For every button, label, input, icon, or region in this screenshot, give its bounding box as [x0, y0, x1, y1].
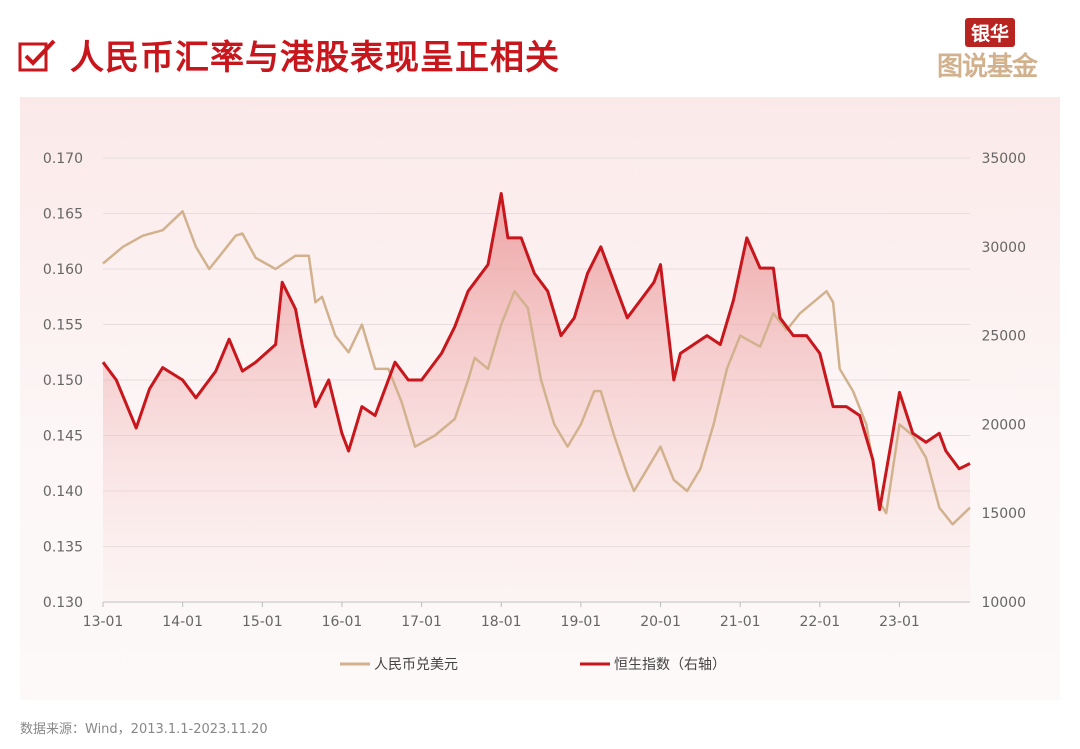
y-right-tick-label: 35000 — [981, 151, 1026, 167]
legend: 人民币兑美元 恒生指数（右轴） — [340, 657, 726, 673]
y-left-tick-label: 0.160 — [43, 262, 83, 278]
y-right-tick-label: 30000 — [981, 240, 1026, 256]
y-left-tick-label: 0.145 — [43, 429, 83, 445]
page-title: 人民币汇率与港股表现呈正相关 — [70, 38, 560, 78]
legend-label-rmb: 人民币兑美元 — [374, 657, 458, 673]
x-tick-label: 16-01 — [322, 614, 363, 630]
y-left-tick-label: 0.140 — [43, 484, 83, 500]
y-right-tick-label: 15000 — [981, 506, 1026, 522]
y-right-tick-label: 20000 — [981, 417, 1026, 433]
x-tick-label: 19-01 — [561, 614, 602, 630]
x-tick-label: 13-01 — [83, 614, 124, 630]
series-line-rmb — [102, 210, 971, 526]
chart-card: 0.130 0.135 0.140 0.145 0.150 0.155 0.160 0.165… — [20, 97, 1060, 700]
y-left-tick-label: 0.165 — [43, 207, 83, 223]
logo-top: 银华 — [965, 18, 1016, 47]
y-left-tick-label: 0.130 — [43, 595, 83, 611]
x-tick-label: 21-01 — [720, 614, 761, 630]
hsi-area-fill — [103, 193, 970, 602]
y-right-tick-label: 25000 — [981, 329, 1026, 345]
x-tick-label: 18-01 — [481, 614, 522, 630]
logo: 银华 图说基金 — [935, 18, 1065, 82]
legend-label-hsi: 恒生指数（右轴） — [614, 657, 726, 673]
x-tick-label: 15-01 — [242, 614, 283, 630]
source-note: 数据来源：Wind，2013.1.1-2023.11.20 — [20, 722, 268, 737]
checkbox-checked-icon — [18, 39, 56, 72]
y-left-tick-label: 0.170 — [43, 151, 83, 167]
y-left-tick-label: 0.150 — [43, 373, 83, 389]
y-left-tick-label: 0.135 — [43, 540, 83, 556]
series-line-hsi — [101, 192, 971, 512]
y-left-tick-label: 0.155 — [43, 318, 83, 334]
line-chart: 0.130 0.135 0.140 0.145 0.150 0.155 0.160 0.165… — [43, 151, 1026, 673]
x-tick-label: 17-01 — [401, 614, 442, 630]
x-tick-label: 22-01 — [799, 614, 840, 630]
y-right-tick-label: 10000 — [981, 595, 1026, 611]
logo-bottom: 图说基金 — [937, 52, 1038, 82]
x-tick-label: 23-01 — [879, 614, 920, 630]
x-tick-label: 20-01 — [640, 614, 681, 630]
x-tick-label: 14-01 — [162, 614, 203, 630]
